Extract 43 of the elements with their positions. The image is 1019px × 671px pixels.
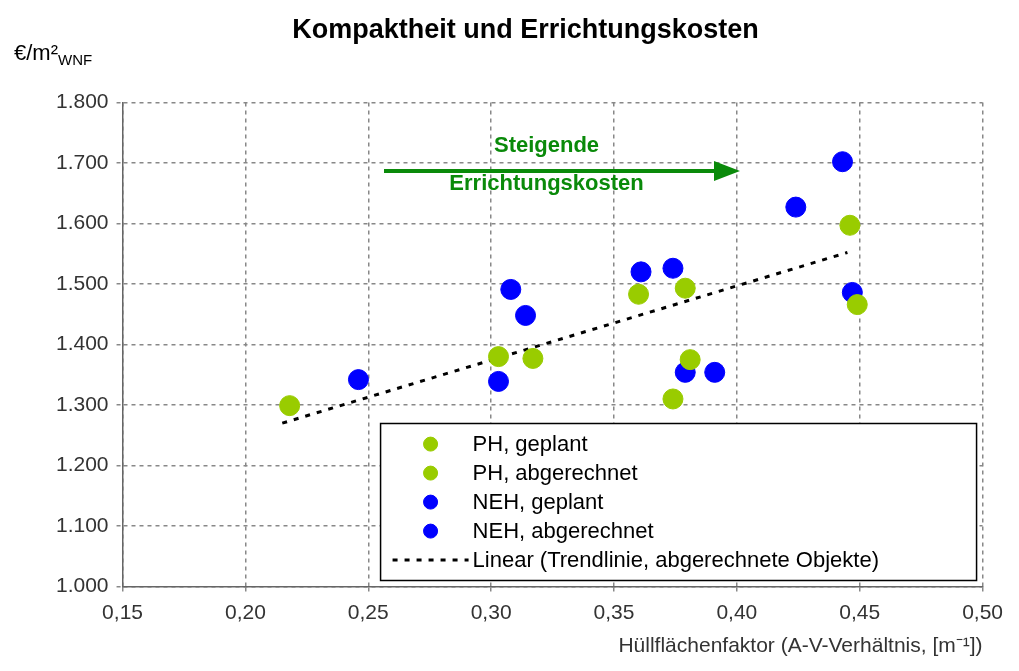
y-tick-label: 1.700	[55, 149, 109, 173]
legend-label: NEH, abgerechnet	[472, 518, 654, 544]
y-tick-label: 1.200	[55, 452, 109, 476]
point	[347, 369, 369, 391]
point	[630, 261, 652, 283]
point	[279, 395, 301, 417]
point	[500, 278, 522, 300]
y-tick-label: 1.000	[55, 573, 109, 597]
x-axis-title: Hüllflächenfaktor (A-V-Verhältnis, [m⁻¹])	[618, 633, 983, 657]
point	[679, 349, 701, 371]
x-tick-label: 0,20	[224, 600, 266, 623]
point	[662, 257, 684, 279]
point	[674, 277, 696, 299]
y-tick-label: 1.400	[55, 331, 109, 355]
point	[785, 196, 807, 218]
x-tick-label: 0,45	[839, 600, 881, 623]
point	[488, 346, 509, 368]
y-tick-label: 1.500	[55, 270, 109, 294]
y-tick-label: 1.300	[55, 391, 109, 415]
legend-label: PH, abgerechnet	[472, 460, 638, 486]
point	[515, 304, 537, 326]
y-tick-label: 1.800	[55, 89, 109, 113]
point	[846, 294, 868, 316]
annotation: Steigende Errichtungskosten	[449, 132, 644, 196]
point	[839, 214, 861, 236]
chart-title: Kompaktheit und Errichtungskosten	[292, 13, 759, 44]
point	[522, 347, 544, 369]
point	[628, 283, 650, 305]
point	[704, 361, 726, 383]
x-tick-label: 0,40	[716, 600, 758, 623]
x-tick-label: 0,50	[962, 600, 1003, 623]
x-tick-label: 0,25	[347, 600, 389, 623]
point	[832, 151, 854, 173]
point	[488, 370, 509, 392]
legend-label: PH, geplant	[472, 431, 588, 457]
y-tick-label: 1.100	[55, 512, 109, 536]
x-tick-label: 0,35	[593, 600, 635, 623]
x-tick-label: 0,15	[102, 600, 143, 623]
y-tick-label: 1.600	[55, 210, 109, 234]
x-tick-label: 0,30	[470, 600, 512, 623]
legend-label: NEH, geplant	[472, 489, 604, 515]
legend-label: Linear (Trendlinie, abgerechnete Objekte)	[472, 547, 879, 573]
point	[662, 388, 684, 410]
